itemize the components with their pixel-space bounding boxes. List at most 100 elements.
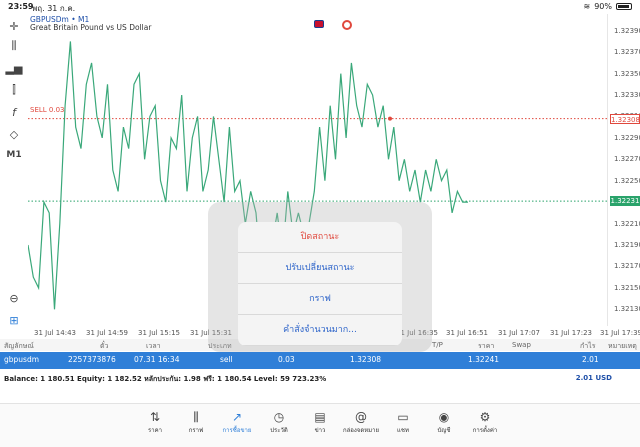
tab-at-sign[interactable]: @ กล่องจดหมาย bbox=[341, 409, 381, 435]
status-date: พฤ. 31 ก.ค. bbox=[32, 4, 76, 13]
history-clock-icon: ◷ bbox=[273, 410, 285, 424]
tab-history-clock[interactable]: ◷ ประวัติ bbox=[259, 409, 299, 435]
bar-chart-icon[interactable]: ▂▅ bbox=[5, 61, 23, 75]
account-icon: ◉ bbox=[438, 410, 450, 424]
candlestick-icon[interactable]: ⫼ bbox=[11, 39, 17, 52]
chart-item[interactable]: กราฟ bbox=[238, 284, 402, 315]
balance-summary: Balance: 1 180.51 Equity: 1 182.52 หลักป… bbox=[4, 375, 327, 383]
tab-label: ข่าว bbox=[314, 427, 326, 434]
y-tick-label: 1.32130 bbox=[614, 305, 640, 314]
tab-label: บัญชี bbox=[437, 427, 451, 434]
symbol-title[interactable]: GBPUSDm • M1 bbox=[30, 15, 90, 24]
col-tp: T/P bbox=[432, 341, 443, 349]
col-type: ประเภท bbox=[208, 342, 232, 350]
close-position-item[interactable]: ปิดสถานะ bbox=[238, 222, 402, 253]
gear-icon: ⚙ bbox=[479, 410, 491, 424]
x-tick-label: 31 Jul 17:07 bbox=[498, 329, 540, 337]
row-type: sell bbox=[220, 355, 233, 364]
candles-icon: ⫼ bbox=[193, 410, 199, 424]
x-tick-label: 31 Jul 14:43 bbox=[34, 329, 76, 337]
sell-price-badge: 1.32308 bbox=[610, 113, 640, 124]
tab-label: ราคา bbox=[148, 427, 162, 434]
col-ticket: ตั๋ว bbox=[100, 342, 109, 350]
at-sign-icon: @ bbox=[355, 410, 367, 424]
status-right: ≋ 90% bbox=[584, 2, 632, 11]
tab-label: ประวัติ bbox=[270, 427, 288, 434]
sell-entry-marker bbox=[388, 116, 392, 121]
crosshair-icon[interactable]: ✛ bbox=[9, 19, 19, 33]
tab-news[interactable]: ▤ ข่าว bbox=[300, 409, 340, 435]
bottom-tab-bar: ⇅ ราคา ⫼ กราฟ ↗ การซื้อขาย ◷ ประวัติ ▤ ข่าว @ กล่อง… bbox=[0, 403, 640, 447]
tab-candles[interactable]: ⫼ กราฟ bbox=[176, 409, 216, 435]
col-symbol: สัญลักษณ์ bbox=[4, 342, 34, 350]
row-price: 1.32241 bbox=[468, 355, 500, 364]
trade-chart-icon: ↗ bbox=[231, 410, 243, 424]
row-time: 07.31 16:34 bbox=[134, 355, 180, 364]
row-open-price: 1.32308 bbox=[350, 355, 382, 364]
bulk-operations-item[interactable]: คำสั่งจำนวนมาก... bbox=[238, 315, 402, 346]
row-symbol: gbpusdm bbox=[4, 355, 40, 364]
battery-percent: 90% bbox=[594, 2, 612, 11]
y-tick-label: 1.32350 bbox=[614, 69, 640, 78]
price-chart[interactable] bbox=[28, 14, 608, 326]
price-line bbox=[28, 41, 468, 310]
wifi-icon: ≋ bbox=[583, 2, 591, 11]
usd-flag-icon bbox=[342, 20, 352, 30]
zoom-icon[interactable]: ⊖ bbox=[9, 291, 19, 305]
status-time: 23:59 bbox=[8, 2, 34, 11]
updown-arrows-icon: ⇅ bbox=[149, 410, 161, 424]
x-tick-label: 31 Jul 17:23 bbox=[550, 329, 592, 337]
indicators-icon[interactable]: ⫿ bbox=[12, 83, 16, 96]
tab-account[interactable]: ◉ บัญชี bbox=[424, 409, 464, 435]
battery-icon bbox=[616, 3, 632, 10]
symbol-description: Great Britain Pound vs US Dollar bbox=[30, 23, 152, 32]
balance-row: Balance: 1 180.51 Equity: 1 182.52 หลักป… bbox=[0, 372, 640, 385]
row-profit: 2.01 bbox=[582, 355, 599, 364]
one-click-trading-icon[interactable]: ⊞ bbox=[9, 313, 19, 327]
col-price: ราคา bbox=[478, 342, 495, 350]
tab-label: แชท bbox=[397, 427, 409, 434]
total-profit: 2.01 USD bbox=[575, 374, 612, 382]
y-tick-label: 1.32250 bbox=[614, 176, 640, 185]
function-icon[interactable]: f bbox=[12, 105, 16, 119]
y-tick-label: 1.32290 bbox=[614, 133, 640, 142]
tab-label: กราฟ bbox=[188, 427, 204, 434]
news-icon: ▤ bbox=[314, 410, 326, 424]
x-tick-label: 31 Jul 16:51 bbox=[446, 329, 488, 337]
row-ticket: 2257373876 bbox=[68, 355, 116, 364]
table-row[interactable]: gbpusdm 2257373876 07.31 16:34 sell 0.03… bbox=[0, 352, 640, 369]
tab-label: กล่องจดหมาย bbox=[342, 427, 380, 434]
sell-position-label: SELL 0.03 bbox=[30, 106, 65, 114]
col-time: เวลา bbox=[146, 342, 161, 350]
y-tick-label: 1.32210 bbox=[614, 219, 640, 228]
gbp-flag-icon bbox=[314, 20, 324, 28]
x-tick-label: 31 Jul 17:39 bbox=[600, 329, 640, 337]
tab-chat[interactable]: ▭ แชท bbox=[383, 409, 423, 435]
row-volume: 0.03 bbox=[278, 355, 295, 364]
y-tick-label: 1.32390 bbox=[614, 26, 640, 35]
tab-label: การซื้อขาย bbox=[222, 427, 252, 434]
x-tick-label: 31 Jul 14:59 bbox=[86, 329, 128, 337]
timeframe-button[interactable]: M1 bbox=[6, 150, 22, 160]
current-price-badge: 1.32231 bbox=[610, 196, 640, 207]
y-tick-label: 1.32170 bbox=[614, 262, 640, 271]
modify-position-item[interactable]: ปรับเปลี่ยนสถานะ bbox=[238, 253, 402, 284]
y-tick-label: 1.32190 bbox=[614, 241, 640, 249]
status-bar: 23:59 พฤ. 31 ก.ค. ≋ 90% bbox=[0, 0, 640, 14]
col-swap: Swap bbox=[512, 341, 531, 349]
y-tick-label: 1.32270 bbox=[614, 155, 640, 164]
chat-icon: ▭ bbox=[397, 410, 409, 424]
shapes-icon[interactable]: ◇ bbox=[9, 127, 19, 141]
col-comment: หมายเหตุ bbox=[608, 342, 637, 350]
y-tick-label: 1.32370 bbox=[614, 48, 640, 57]
y-tick-label: 1.32150 bbox=[614, 283, 640, 292]
x-tick-label: 31 Jul 15:31 bbox=[190, 329, 232, 337]
chart-toolbar: ✛ ⫼ ▂▅ ⫿ f ◇ M1 ⊖ ⊞ bbox=[0, 14, 28, 336]
tab-label: การตั้งค่า bbox=[472, 427, 498, 434]
x-tick-label: 31 Jul 15:15 bbox=[138, 329, 180, 337]
col-profit: กำไร bbox=[580, 342, 596, 350]
tab-trade-chart[interactable]: ↗ การซื้อขาย bbox=[217, 409, 257, 435]
tab-gear[interactable]: ⚙ การตั้งค่า bbox=[465, 409, 505, 435]
tab-updown-arrows[interactable]: ⇅ ราคา bbox=[135, 409, 175, 435]
position-context-menu: ปิดสถานะ ปรับเปลี่ยนสถานะ กราฟ คำสั่งจำนวนม… bbox=[238, 222, 402, 346]
